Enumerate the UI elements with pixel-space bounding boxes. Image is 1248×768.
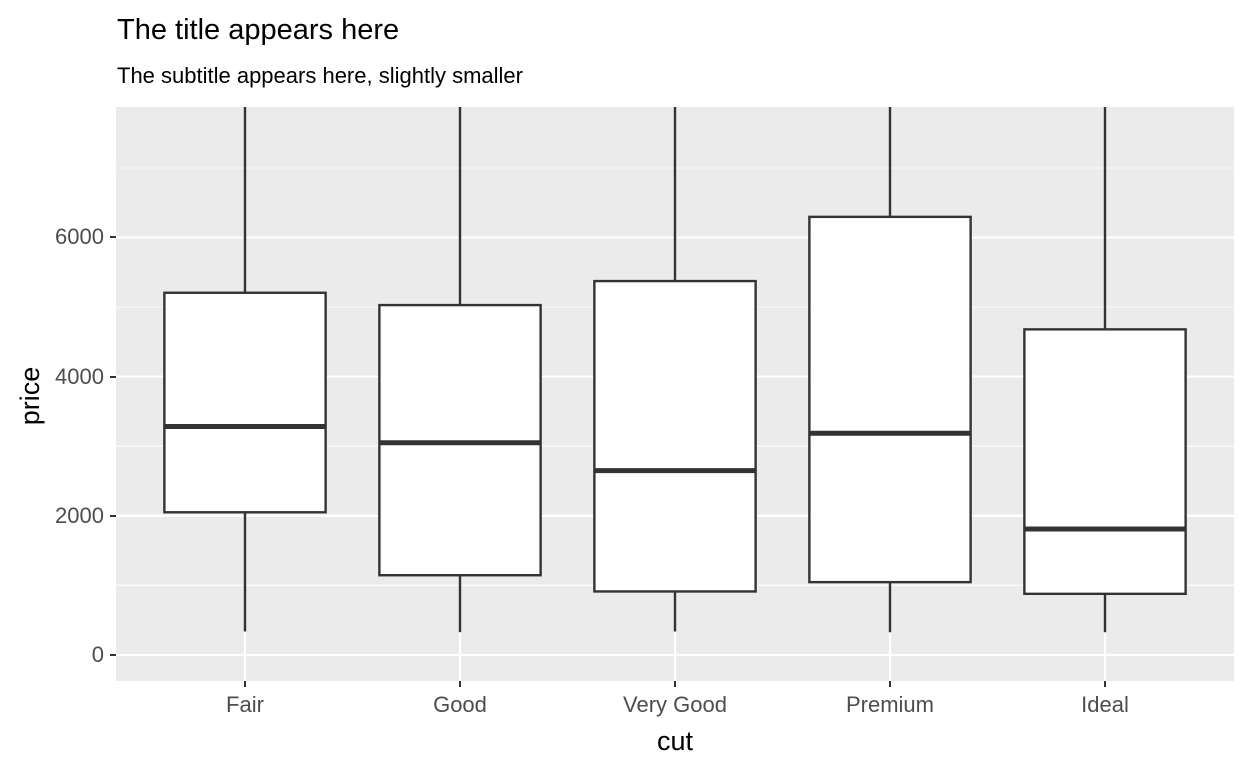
box-very-good (593, 279, 757, 593)
x-tick-label-fair: Fair (226, 692, 264, 717)
x-axis-title: cut (656, 726, 694, 756)
y-tick-mark-6000 (110, 236, 116, 239)
box-ideal (1023, 328, 1187, 596)
y-tick-label-0: 0 (91, 641, 104, 667)
y-tick-mark-2000 (110, 514, 116, 517)
box-fair (163, 291, 327, 514)
y-tick-mark-4000 (110, 375, 116, 378)
x-tick-label-premium: Premium (845, 692, 934, 717)
y-tick-label-6000: 6000 (55, 224, 104, 250)
y-tick-label-2000: 2000 (55, 502, 104, 528)
box-good (378, 303, 542, 577)
x-tick-label-good: Good (433, 692, 487, 717)
x-tick-label-very-good: Very Good (623, 692, 727, 717)
x-tick-mark-good (459, 681, 461, 687)
y-axis-title: price (15, 366, 45, 426)
plot-panel (116, 107, 1234, 681)
y-tick-mark-0 (110, 653, 116, 656)
y-tick-label-4000: 4000 (55, 363, 104, 389)
x-tick-mark-very-good (674, 681, 676, 687)
x-tick-label-ideal: Ideal (1081, 692, 1129, 717)
chart-title: The title appears here (117, 14, 400, 46)
chart-subtitle: The subtitle appears here, slightly smal… (117, 63, 523, 88)
x-tick-mark-fair (244, 681, 246, 687)
x-tick-mark-ideal (1104, 681, 1106, 687)
box-premium (808, 215, 972, 584)
x-tick-mark-premium (889, 681, 891, 687)
